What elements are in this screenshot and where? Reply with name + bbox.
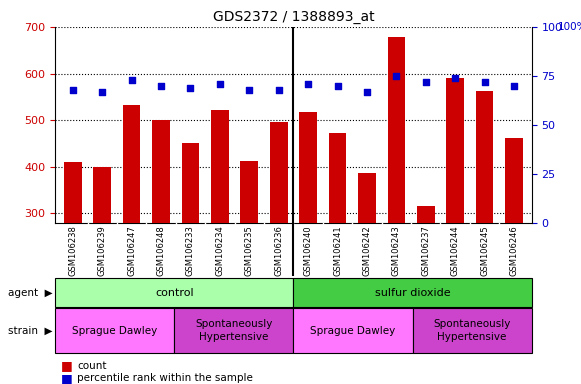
Point bbox=[510, 83, 519, 89]
Point bbox=[421, 79, 431, 85]
Text: GSM106243: GSM106243 bbox=[392, 225, 401, 276]
Point bbox=[303, 81, 313, 87]
Text: sulfur dioxide: sulfur dioxide bbox=[375, 288, 450, 298]
Text: GSM106239: GSM106239 bbox=[98, 225, 107, 276]
Point bbox=[480, 79, 489, 85]
Bar bbox=[358, 173, 376, 353]
Bar bbox=[505, 138, 523, 353]
Bar bbox=[123, 105, 141, 353]
Text: GSM106248: GSM106248 bbox=[156, 225, 166, 276]
Bar bbox=[413, 308, 532, 353]
Text: GSM106237: GSM106237 bbox=[421, 225, 431, 276]
Bar bbox=[476, 91, 493, 353]
Text: count: count bbox=[77, 361, 107, 371]
Bar bbox=[329, 133, 346, 353]
Point bbox=[156, 83, 166, 89]
Point bbox=[450, 75, 460, 81]
Bar bbox=[182, 144, 199, 353]
Bar bbox=[446, 78, 464, 353]
Text: agent  ▶: agent ▶ bbox=[8, 288, 52, 298]
Bar bbox=[388, 37, 405, 353]
Text: GSM106247: GSM106247 bbox=[127, 225, 136, 276]
Point bbox=[98, 88, 107, 94]
Bar bbox=[293, 308, 413, 353]
Text: GSM106242: GSM106242 bbox=[363, 225, 371, 276]
Point bbox=[186, 84, 195, 91]
Bar bbox=[55, 308, 174, 353]
Text: GSM106246: GSM106246 bbox=[510, 225, 518, 276]
Text: percentile rank within the sample: percentile rank within the sample bbox=[77, 373, 253, 383]
Title: GDS2372 / 1388893_at: GDS2372 / 1388893_at bbox=[213, 10, 374, 25]
Point bbox=[392, 73, 401, 79]
Point bbox=[245, 86, 254, 93]
Text: ■: ■ bbox=[61, 372, 73, 384]
Bar bbox=[55, 278, 293, 307]
Bar bbox=[211, 110, 229, 353]
Text: GSM106240: GSM106240 bbox=[304, 225, 313, 276]
Text: GSM106235: GSM106235 bbox=[245, 225, 254, 276]
Text: ■: ■ bbox=[61, 359, 73, 372]
Bar bbox=[293, 278, 532, 307]
Bar bbox=[152, 120, 170, 353]
Point bbox=[215, 81, 224, 87]
Bar bbox=[174, 308, 293, 353]
Bar bbox=[270, 122, 288, 353]
Point bbox=[68, 86, 77, 93]
Text: Sprague Dawley: Sprague Dawley bbox=[310, 326, 396, 336]
Text: GSM106244: GSM106244 bbox=[451, 225, 460, 276]
Text: GSM106236: GSM106236 bbox=[274, 225, 283, 276]
Point bbox=[363, 88, 372, 94]
Text: Spontaneously
Hypertensive: Spontaneously Hypertensive bbox=[433, 319, 511, 342]
Point bbox=[333, 83, 342, 89]
Bar bbox=[417, 207, 435, 353]
Text: GSM106234: GSM106234 bbox=[216, 225, 224, 276]
Text: GSM106238: GSM106238 bbox=[69, 225, 77, 276]
Bar bbox=[64, 162, 82, 353]
Bar bbox=[241, 161, 258, 353]
Point bbox=[274, 86, 284, 93]
Bar bbox=[94, 167, 111, 353]
Text: GSM106233: GSM106233 bbox=[186, 225, 195, 276]
Text: Sprague Dawley: Sprague Dawley bbox=[72, 326, 157, 336]
Text: strain  ▶: strain ▶ bbox=[8, 326, 52, 336]
Bar bbox=[299, 112, 317, 353]
Text: GSM106241: GSM106241 bbox=[333, 225, 342, 276]
Point bbox=[127, 77, 137, 83]
Text: GSM106245: GSM106245 bbox=[480, 225, 489, 276]
Text: 100%: 100% bbox=[558, 22, 581, 32]
Text: control: control bbox=[155, 288, 193, 298]
Text: Spontaneously
Hypertensive: Spontaneously Hypertensive bbox=[195, 319, 272, 342]
